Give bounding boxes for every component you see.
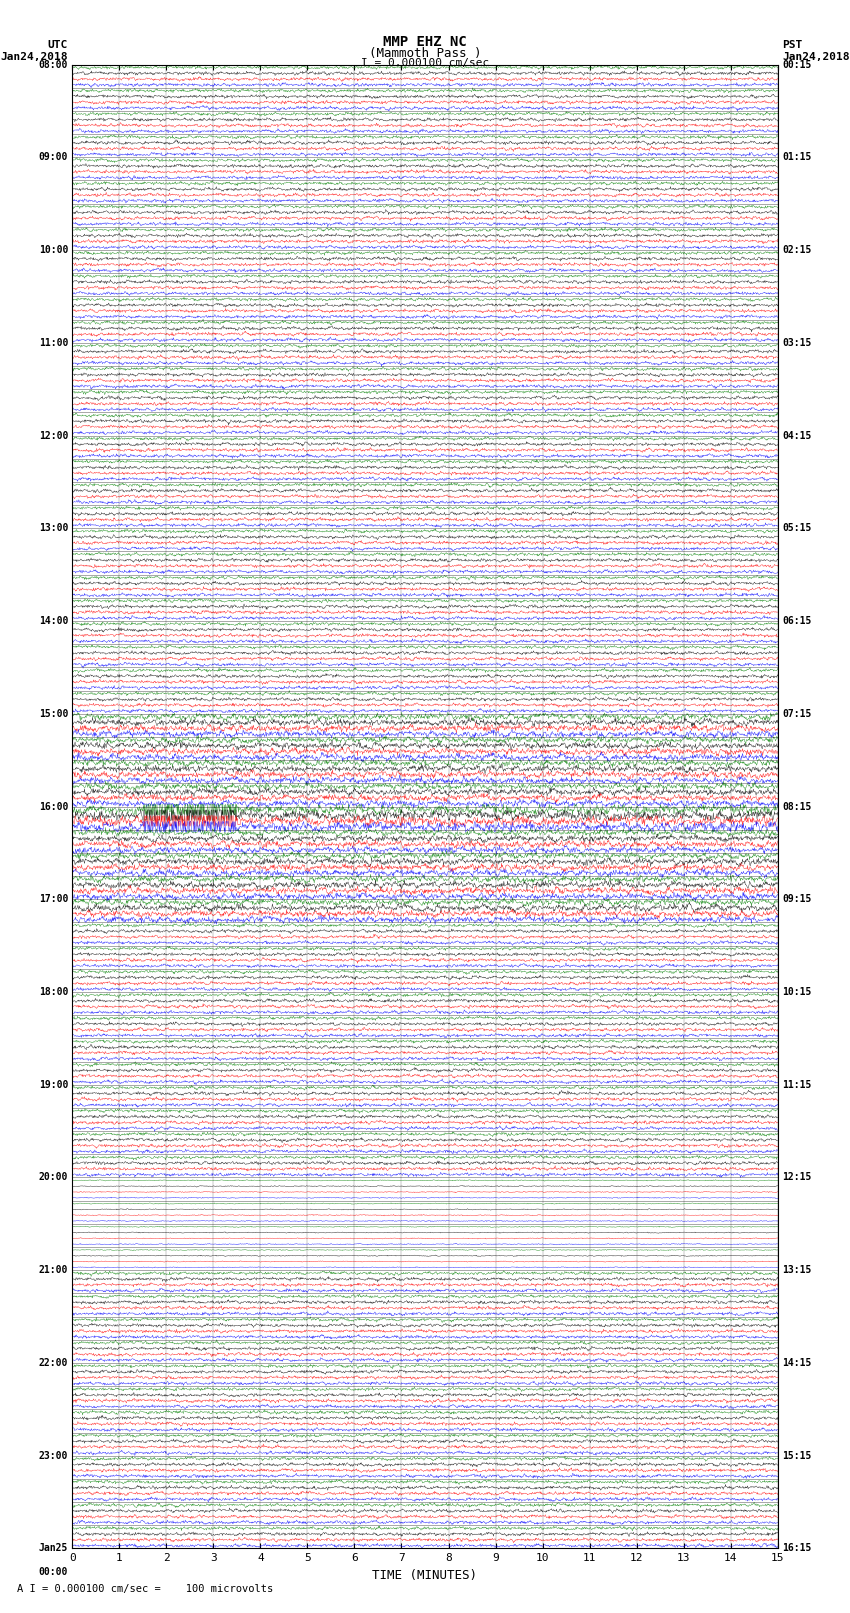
Text: PST: PST (782, 40, 802, 50)
Text: Jan24,2018: Jan24,2018 (782, 52, 849, 61)
Text: 01:15: 01:15 (782, 152, 812, 163)
Text: UTC: UTC (48, 40, 68, 50)
Text: 09:15: 09:15 (782, 894, 812, 905)
Text: 08:00: 08:00 (38, 60, 68, 69)
Text: (Mammoth Pass ): (Mammoth Pass ) (369, 47, 481, 60)
Text: 11:15: 11:15 (782, 1079, 812, 1090)
Text: 14:00: 14:00 (38, 616, 68, 626)
Text: I = 0.000100 cm/sec: I = 0.000100 cm/sec (361, 58, 489, 68)
Text: 15:15: 15:15 (782, 1450, 812, 1461)
Text: 08:15: 08:15 (782, 802, 812, 811)
Text: 16:00: 16:00 (38, 802, 68, 811)
Text: 20:00: 20:00 (38, 1173, 68, 1182)
X-axis label: TIME (MINUTES): TIME (MINUTES) (372, 1569, 478, 1582)
Text: 17:00: 17:00 (38, 894, 68, 905)
Text: MMP EHZ NC: MMP EHZ NC (383, 35, 467, 50)
Text: 13:15: 13:15 (782, 1265, 812, 1276)
Text: 18:00: 18:00 (38, 987, 68, 997)
Text: Jan25: Jan25 (38, 1544, 68, 1553)
Text: 23:00: 23:00 (38, 1450, 68, 1461)
Text: 10:00: 10:00 (38, 245, 68, 255)
Text: A I = 0.000100 cm/sec =    100 microvolts: A I = 0.000100 cm/sec = 100 microvolts (17, 1584, 273, 1594)
Text: 14:15: 14:15 (782, 1358, 812, 1368)
Text: 15:00: 15:00 (38, 708, 68, 719)
Text: 00:00: 00:00 (38, 1566, 68, 1576)
Text: 13:00: 13:00 (38, 523, 68, 534)
Text: 19:00: 19:00 (38, 1079, 68, 1090)
Text: 22:00: 22:00 (38, 1358, 68, 1368)
Text: 21:00: 21:00 (38, 1265, 68, 1276)
Text: Jan24,2018: Jan24,2018 (1, 52, 68, 61)
Text: 02:15: 02:15 (782, 245, 812, 255)
Text: 07:15: 07:15 (782, 708, 812, 719)
Text: 04:15: 04:15 (782, 431, 812, 440)
Text: 09:00: 09:00 (38, 152, 68, 163)
Text: 10:15: 10:15 (782, 987, 812, 997)
Text: 05:15: 05:15 (782, 523, 812, 534)
Text: 12:15: 12:15 (782, 1173, 812, 1182)
Text: 03:15: 03:15 (782, 337, 812, 348)
Text: 06:15: 06:15 (782, 616, 812, 626)
Text: 12:00: 12:00 (38, 431, 68, 440)
Text: 00:15: 00:15 (782, 60, 812, 69)
Text: 11:00: 11:00 (38, 337, 68, 348)
Text: 16:15: 16:15 (782, 1544, 812, 1553)
